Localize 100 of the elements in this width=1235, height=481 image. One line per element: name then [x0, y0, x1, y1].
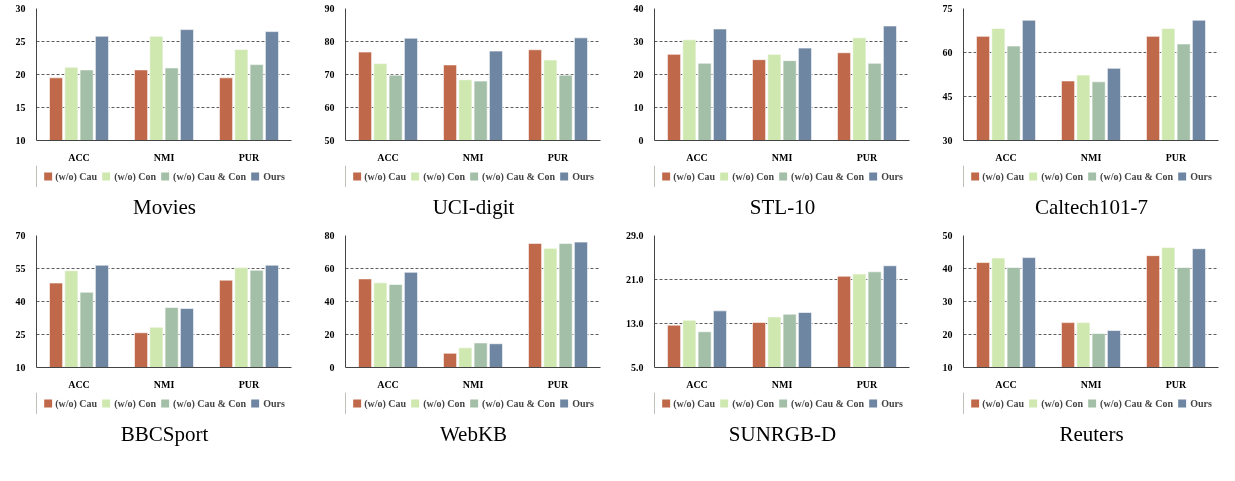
y-tick-label: 25 [15, 36, 26, 47]
y-tick-label: 10 [15, 362, 26, 373]
y-tick-label: 60 [324, 102, 335, 113]
x-tick-label: ACC [686, 151, 708, 163]
y-tick-label: 70 [324, 69, 335, 80]
text: (w/o) Cau [364, 170, 407, 182]
x-tick-label: PUR [547, 378, 570, 390]
y-tick-label: 45 [942, 91, 953, 102]
legend-label: (w/o) Cau & Con [173, 397, 247, 409]
x-tick-label: PUR [238, 378, 261, 390]
y-tick-label: 20 [15, 69, 26, 80]
legend-label: (w/o) Con [423, 170, 466, 182]
legend-label: (w/o) Con [1041, 397, 1084, 409]
x-tick-label: NMI [462, 378, 484, 390]
x-tick-label: PUR [238, 151, 261, 163]
y-tick-label: 10 [633, 102, 644, 113]
text: Movies [133, 194, 196, 221]
x-tick-label: ACC [68, 151, 90, 163]
y-tick-label: 70 [15, 230, 26, 241]
x-tick-label: PUR [1165, 378, 1188, 390]
x-tick-label: ACC [377, 151, 399, 163]
x-tick-label: PUR [1165, 151, 1188, 163]
text: Caltech101-7 [1034, 194, 1149, 221]
y-tick-label: 55 [15, 263, 26, 274]
legend-label: (w/o) Cau & Con [791, 397, 865, 409]
y-tick-label: 10 [15, 135, 26, 146]
text: (w/o) Cau [982, 397, 1025, 409]
y-tick-label: 40 [633, 3, 644, 14]
legend-label: Ours [263, 170, 285, 182]
x-tick-label: NMI [771, 151, 793, 163]
text: BBCSport [120, 421, 209, 448]
legend-label: (w/o) Cau & Con [173, 170, 247, 182]
y-tick-label: 30 [942, 135, 953, 146]
y-tick-label: 20 [942, 329, 953, 340]
y-tick-label: 40 [324, 296, 335, 307]
y-tick-label: 20 [633, 69, 644, 80]
legend-label: (w/o) Cau & Con [1100, 397, 1174, 409]
y-tick-label: 90 [324, 3, 335, 14]
y-tick-label: 30 [633, 36, 644, 47]
y-tick-label: 10 [942, 362, 953, 373]
text: UCI-digit [432, 194, 515, 221]
text: WebKB [439, 421, 508, 448]
text: (w/o) Cau [673, 170, 716, 182]
legend-label: (w/o) Cau [55, 170, 98, 182]
x-tick-label: NMI [153, 378, 175, 390]
x-tick-label: NMI [771, 378, 793, 390]
x-tick-label: PUR [856, 378, 879, 390]
y-tick-label: 30 [942, 296, 953, 307]
text: SUNRGB-D [728, 421, 837, 448]
y-tick-label: 0 [329, 362, 335, 373]
y-tick-label: 20 [324, 329, 335, 340]
x-tick-label: NMI [1080, 378, 1102, 390]
x-tick-label: PUR [547, 151, 570, 163]
legend-label: (w/o) Con [114, 397, 157, 409]
y-tick-label: 80 [324, 36, 335, 47]
y-tick-label: 80 [324, 230, 335, 241]
y-tick-label: 0 [638, 135, 644, 146]
text: (w/o) Cau [982, 170, 1025, 182]
y-tick-label: 29.0 [626, 230, 644, 241]
text: (w/o) Cau [673, 397, 716, 409]
y-tick-label: 50 [942, 230, 953, 241]
y-tick-label: 50 [324, 135, 335, 146]
legend-label: Ours [572, 170, 594, 182]
y-tick-label: 60 [324, 263, 335, 274]
x-tick-label: ACC [995, 378, 1017, 390]
x-tick-label: NMI [153, 151, 175, 163]
y-tick-label: 30 [15, 3, 26, 14]
y-tick-label: 40 [15, 296, 26, 307]
y-tick-label: 5.0 [631, 362, 644, 373]
text: (w/o) Cau [364, 397, 407, 409]
y-tick-label: 21.0 [626, 274, 644, 285]
legend-label: (w/o) Cau & Con [1100, 170, 1174, 182]
legend-label: (w/o) Cau & Con [482, 397, 556, 409]
legend-label: (w/o) Cau & Con [791, 170, 865, 182]
legend-label: (w/o) Cau [55, 397, 98, 409]
text: Reuters [1059, 421, 1124, 448]
x-tick-label: ACC [377, 378, 399, 390]
x-tick-label: NMI [1080, 151, 1102, 163]
x-tick-label: PUR [856, 151, 879, 163]
legend-label: Ours [572, 397, 594, 409]
legend-label: Ours [263, 397, 285, 409]
y-tick-label: 60 [942, 47, 953, 58]
x-tick-label: NMI [462, 151, 484, 163]
y-tick-label: 40 [942, 263, 953, 274]
legend-label: Ours [881, 170, 903, 182]
legend-label: (w/o) Con [732, 170, 775, 182]
y-tick-label: 25 [15, 329, 26, 340]
x-tick-label: ACC [68, 378, 90, 390]
legend-label: Ours [1190, 170, 1212, 182]
y-tick-label: 15 [15, 102, 26, 113]
legend-label: Ours [1190, 397, 1212, 409]
x-tick-label: ACC [686, 378, 708, 390]
x-tick-label: ACC [995, 151, 1017, 163]
y-tick-label: 75 [942, 3, 953, 14]
legend-label: (w/o) Con [732, 397, 775, 409]
legend-label: (w/o) Con [1041, 170, 1084, 182]
legend-label: (w/o) Con [114, 170, 157, 182]
legend-label: Ours [881, 397, 903, 409]
text: STL-10 [749, 194, 816, 221]
legend-label: (w/o) Cau & Con [482, 170, 556, 182]
